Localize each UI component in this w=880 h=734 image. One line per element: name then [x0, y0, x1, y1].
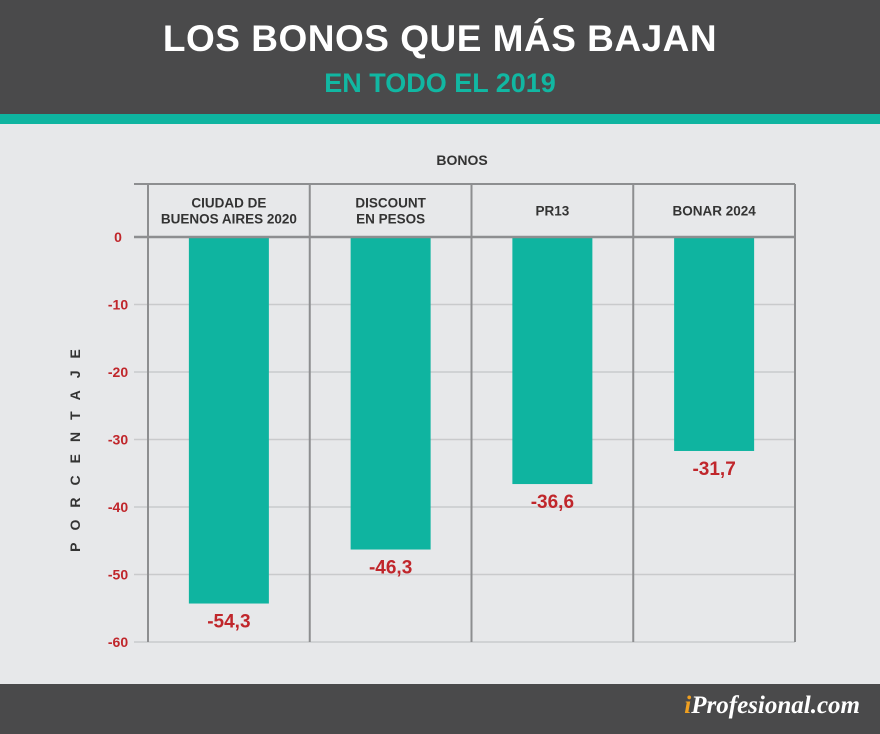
x-axis-title: BONOS [436, 152, 487, 168]
y-tick-label-3: -30 [108, 432, 128, 448]
bar-0 [188, 237, 269, 604]
data-label-0: -54,3 [207, 612, 250, 633]
header-bar: LOS BONOS QUE MÁS BAJAN EN TODO EL 2019 [0, 0, 880, 114]
y-tick-label-4: -40 [108, 499, 128, 515]
category-label-3: BONAR 2024 [672, 204, 756, 219]
y-tick-label-2: -20 [108, 364, 128, 380]
bar-1 [350, 237, 431, 550]
category-label-line: PR13 [535, 204, 569, 219]
y-tick-label-0: 0 [114, 229, 122, 245]
category-label-line: DISCOUNT [355, 196, 426, 211]
data-label-2: -36,6 [531, 492, 574, 513]
logo-text: Profesional.com [691, 692, 860, 719]
data-label-3: -31,7 [692, 459, 735, 480]
category-label-line: BONAR 2024 [672, 204, 756, 219]
logo-i: i [684, 692, 692, 719]
data-label-1: -46,3 [369, 558, 412, 579]
chart-title: LOS BONOS QUE MÁS BAJAN [162, 18, 718, 59]
y-tick-label-6: -60 [108, 634, 128, 650]
bar-3 [674, 237, 755, 451]
category-label-0: CIUDAD DE BUENOS AIRES 2020 [161, 196, 297, 227]
header-accent-stripe [0, 114, 880, 124]
bar-2 [512, 237, 593, 485]
category-label-2: PR13 [535, 204, 569, 219]
category-label-line: BUENOS AIRES 2020 [161, 212, 297, 227]
category-label-line: EN PESOS [356, 212, 425, 227]
bar-chart: BONOS CIUDAD DE BUENOS AIRES 2020 DISCOUNT E… [67, 152, 796, 650]
y-tick-label-1: -10 [108, 297, 128, 313]
y-tick-label-5: -50 [108, 567, 128, 583]
category-label-line: CIUDAD DE [191, 196, 266, 211]
chart-subtitle: EN TODO EL 2019 [324, 68, 556, 98]
y-axis-title: PORCENTAJE [67, 337, 83, 552]
footer-bar: iProfesional.com [0, 684, 880, 734]
category-label-1: DISCOUNT EN PESOS [355, 196, 426, 227]
brand-logo: iProfesional.com [684, 692, 860, 720]
